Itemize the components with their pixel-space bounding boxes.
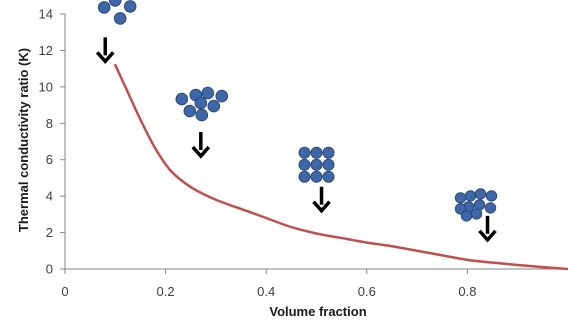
x-tick-label: 0 bbox=[61, 284, 68, 299]
particle bbox=[201, 86, 215, 100]
series-line-layer bbox=[114, 63, 568, 271]
loose-cluster-icon bbox=[175, 86, 229, 122]
particle bbox=[484, 202, 497, 214]
down-arrow-icon bbox=[191, 132, 211, 159]
down-arrow-icon bbox=[95, 37, 115, 64]
arrow-head bbox=[95, 51, 115, 64]
y-tick-label: 8 bbox=[46, 116, 53, 131]
particle bbox=[123, 0, 137, 13]
particle bbox=[113, 12, 127, 25]
particle bbox=[298, 146, 311, 159]
y-tick-label: 12 bbox=[39, 43, 53, 58]
y-tick-label: 0 bbox=[46, 262, 53, 277]
x-tick-label: 0.8 bbox=[458, 284, 476, 299]
square-packed-cluster-icon bbox=[298, 146, 335, 183]
x-tick-label: 0.6 bbox=[358, 284, 376, 299]
x-tick-label: 0.2 bbox=[157, 284, 175, 299]
down-arrow-icon bbox=[478, 215, 497, 243]
y-tick-label: 2 bbox=[46, 225, 53, 240]
particle bbox=[470, 208, 483, 220]
x-axis-title: Volume fraction bbox=[269, 304, 366, 319]
particle bbox=[310, 170, 323, 183]
arrow-head bbox=[191, 145, 211, 159]
particle bbox=[454, 192, 467, 204]
particle bbox=[310, 158, 323, 171]
particle bbox=[183, 104, 197, 118]
y-axis-title: Thermal conductivity ratio (K) bbox=[16, 48, 31, 232]
particle bbox=[322, 170, 335, 183]
dense-cluster-icon bbox=[454, 188, 498, 222]
arrow-head bbox=[312, 200, 331, 214]
particle bbox=[215, 89, 229, 103]
series-line bbox=[114, 63, 568, 271]
axis-ticks: 0 2 4 6 8 10 12 14 0 0.2 0.4 0.6 0.8 bbox=[39, 7, 477, 300]
y-tick-label: 4 bbox=[46, 189, 53, 204]
y-tick-label: 10 bbox=[39, 79, 53, 94]
particle bbox=[195, 108, 209, 122]
particle bbox=[474, 188, 487, 200]
particle bbox=[207, 99, 221, 113]
particle bbox=[464, 190, 477, 202]
particle bbox=[485, 190, 498, 202]
particle bbox=[298, 170, 311, 183]
down-arrow-icon bbox=[312, 186, 331, 214]
annotation-layer bbox=[95, 0, 498, 243]
particle bbox=[175, 92, 189, 106]
particle bbox=[194, 96, 208, 110]
y-tick-label: 14 bbox=[39, 7, 53, 22]
particle bbox=[460, 210, 473, 222]
dispersed-particles-icon bbox=[97, 0, 137, 25]
particle bbox=[310, 146, 323, 159]
y-tick-label: 6 bbox=[46, 152, 53, 167]
particle bbox=[322, 146, 335, 159]
particle bbox=[97, 1, 111, 14]
arrow-head bbox=[478, 229, 497, 243]
particle bbox=[298, 158, 311, 171]
particle bbox=[322, 158, 335, 171]
x-tick-label: 0.4 bbox=[257, 284, 275, 299]
particle bbox=[108, 0, 122, 7]
